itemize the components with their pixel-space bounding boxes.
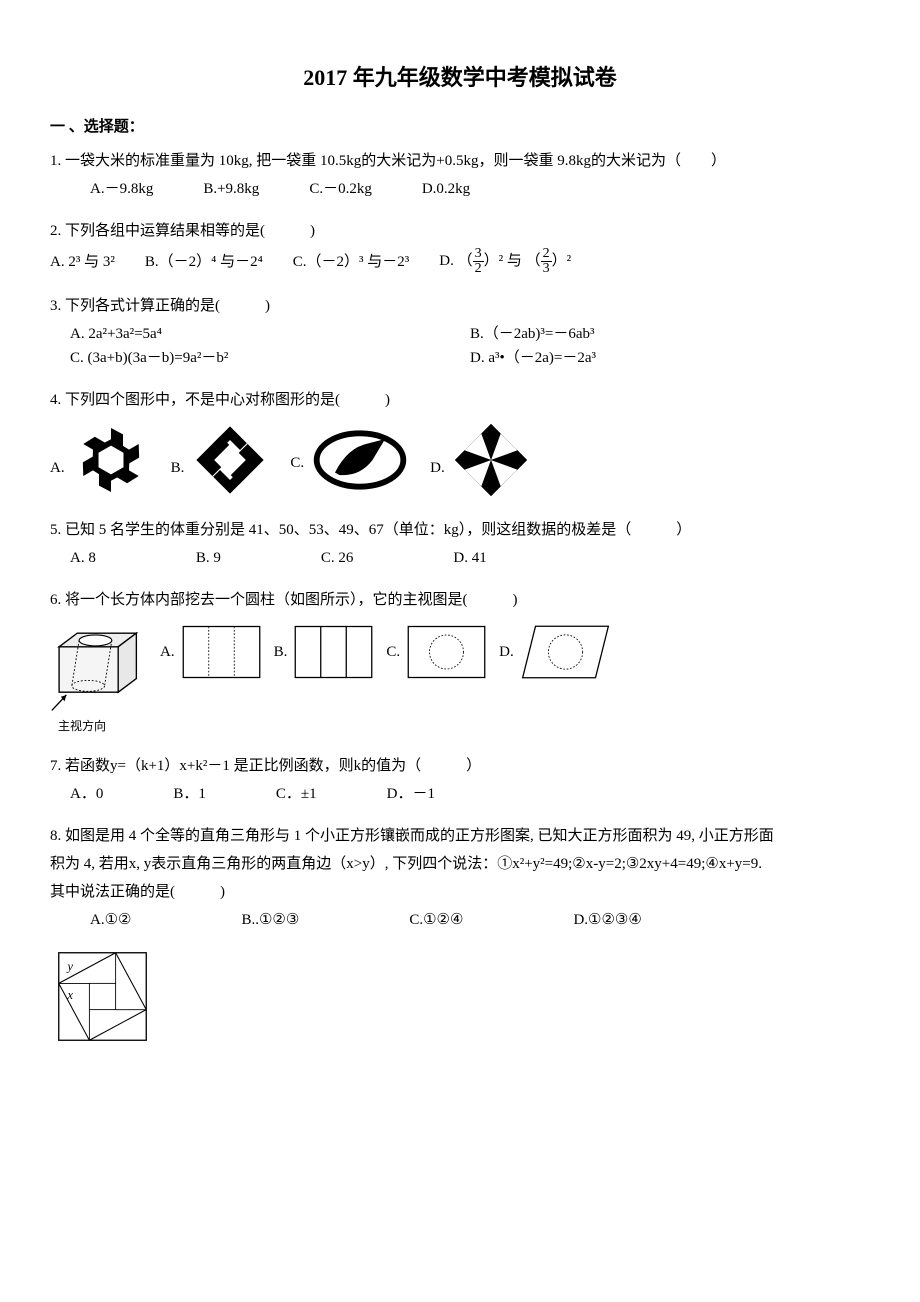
q2-d-mid: ）² 与 （ bbox=[484, 253, 541, 269]
q3-opt-b: B.（－2ab)³=－6ab³ bbox=[470, 322, 870, 346]
q7-opt-d: D．－1 bbox=[387, 782, 435, 806]
q4-shape-b bbox=[190, 420, 270, 500]
page-title: 2017 年九年级数学中考模拟试卷 bbox=[50, 60, 870, 95]
q8-line2: 积为 4, 若用x, y表示直角三角形的两直角边（x>y）, 下列四个说法：①x… bbox=[50, 852, 870, 876]
q2-frac2-num: 2 bbox=[541, 247, 552, 262]
q8-line1: 8. 如图是用 4 个全等的直角三角形与 1 个小正方形镶嵌而成的正方形图案, … bbox=[50, 824, 870, 848]
q4-opt-b-label: B. bbox=[171, 456, 185, 480]
q5-opt-a: A. 8 bbox=[70, 546, 96, 570]
q6-view-c bbox=[404, 622, 489, 682]
q5-opt-c: C. 26 bbox=[321, 546, 354, 570]
q2-d-suf: ）² bbox=[552, 253, 572, 269]
q1-opt-a: A.－9.8kg bbox=[90, 177, 153, 201]
question-2: 2. 下列各组中运算结果相等的是( ) A. 2³ 与 3² B.（－2）⁴ 与… bbox=[50, 219, 870, 276]
question-4: 4. 下列四个图形中，不是中心对称图形的是( ) A. B. bbox=[50, 388, 870, 500]
q2-text: 2. 下列各组中运算结果相等的是( ) bbox=[50, 219, 870, 243]
q6-solid-figure: 主视方向 bbox=[50, 622, 150, 736]
question-7: 7. 若函数y=（k+1）x+k²－1 是正比例函数，则k的值为（ ） A．0 … bbox=[50, 754, 870, 806]
q6-opt-b-label: B. bbox=[274, 640, 288, 664]
q4-opt-c-label: C. bbox=[290, 451, 304, 475]
q5-opt-b: B. 9 bbox=[196, 546, 221, 570]
q6-text: 6. 将一个长方体内部挖去一个圆柱（如图所示），它的主视图是( ) bbox=[50, 588, 870, 612]
q7-opt-a: A．0 bbox=[70, 782, 103, 806]
q5-text: 5. 已知 5 名学生的体重分别是 41、50、53、49、67（单位：kg），… bbox=[50, 518, 870, 542]
q8-y-label: y bbox=[66, 960, 74, 974]
q3-opt-a: A. 2a²+3a²=5a⁴ bbox=[70, 322, 470, 346]
q2-opt-c: C.（－2）³ 与－2³ bbox=[293, 250, 410, 274]
q6-view-d bbox=[518, 622, 613, 682]
q8-x-label: x bbox=[67, 989, 74, 1003]
question-3: 3. 下列各式计算正确的是( ) A. 2a²+3a²=5a⁴ B.（－2ab)… bbox=[50, 294, 870, 370]
q4-shape-c bbox=[310, 425, 410, 495]
q7-opt-b: B．1 bbox=[173, 782, 206, 806]
question-8: 8. 如图是用 4 个全等的直角三角形与 1 个小正方形镶嵌而成的正方形图案, … bbox=[50, 824, 870, 1049]
q6-view-a bbox=[179, 622, 264, 682]
q1-opt-d: D.0.2kg bbox=[422, 177, 470, 201]
question-5: 5. 已知 5 名学生的体重分别是 41、50、53、49、67（单位：kg），… bbox=[50, 518, 870, 570]
q2-frac1-num: 3 bbox=[473, 247, 484, 262]
q1-text: 1. 一袋大米的标准重量为 10kg, 把一袋重 10.5kg的大米记为+0.5… bbox=[50, 149, 870, 173]
q8-opt-c: C.①②④ bbox=[409, 908, 463, 932]
q6-opt-c-label: C. bbox=[386, 640, 400, 664]
q7-text: 7. 若函数y=（k+1）x+k²－1 是正比例函数，则k的值为（ ） bbox=[50, 754, 870, 778]
q8-line3: 其中说法正确的是( ) bbox=[50, 880, 870, 904]
q4-opt-d-label: D. bbox=[430, 456, 445, 480]
q8-opt-b: B..①②③ bbox=[241, 908, 299, 932]
q3-opt-c: C. (3a+b)(3a－b)=9a²－b² bbox=[70, 346, 470, 370]
question-1: 1. 一袋大米的标准重量为 10kg, 把一袋重 10.5kg的大米记为+0.5… bbox=[50, 149, 870, 201]
q4-shape-d bbox=[451, 420, 531, 500]
q1-opt-c: C.－0.2kg bbox=[309, 177, 372, 201]
q2-opt-a: A. 2³ 与 3² bbox=[50, 250, 115, 274]
q2-opt-b: B.（－2）⁴ 与－2⁴ bbox=[145, 250, 263, 274]
q1-opt-b: B.+9.8kg bbox=[203, 177, 259, 201]
q2-opt-d: D. （32）² 与 （23）² bbox=[439, 247, 571, 276]
q2-d-pre: D. （ bbox=[439, 253, 472, 269]
q3-opt-d: D. a³•（－2a)=－2a³ bbox=[470, 346, 870, 370]
q6-opt-d-label: D. bbox=[499, 640, 514, 664]
q5-opt-d: D. 41 bbox=[453, 546, 486, 570]
q2-frac1-den: 2 bbox=[473, 262, 484, 276]
q4-shape-a bbox=[71, 420, 151, 500]
q6-view-b bbox=[291, 622, 376, 682]
q4-text: 4. 下列四个图形中，不是中心对称图形的是( ) bbox=[50, 388, 870, 412]
q7-opt-c: C．±1 bbox=[276, 782, 317, 806]
question-6: 6. 将一个长方体内部挖去一个圆柱（如图所示），它的主视图是( ) 主视方向 A… bbox=[50, 588, 870, 736]
q6-opt-a-label: A. bbox=[160, 640, 175, 664]
q6-view-direction-label: 主视方向 bbox=[58, 717, 150, 736]
q3-text: 3. 下列各式计算正确的是( ) bbox=[50, 294, 870, 318]
q2-frac2-den: 3 bbox=[541, 262, 552, 276]
q8-opt-d: D.①②③④ bbox=[573, 908, 641, 932]
q8-opt-a: A.①② bbox=[90, 908, 131, 932]
q8-figure: y x bbox=[50, 944, 155, 1049]
section-heading: 一 、选择题： bbox=[50, 115, 870, 139]
q4-opt-a-label: A. bbox=[50, 456, 65, 480]
